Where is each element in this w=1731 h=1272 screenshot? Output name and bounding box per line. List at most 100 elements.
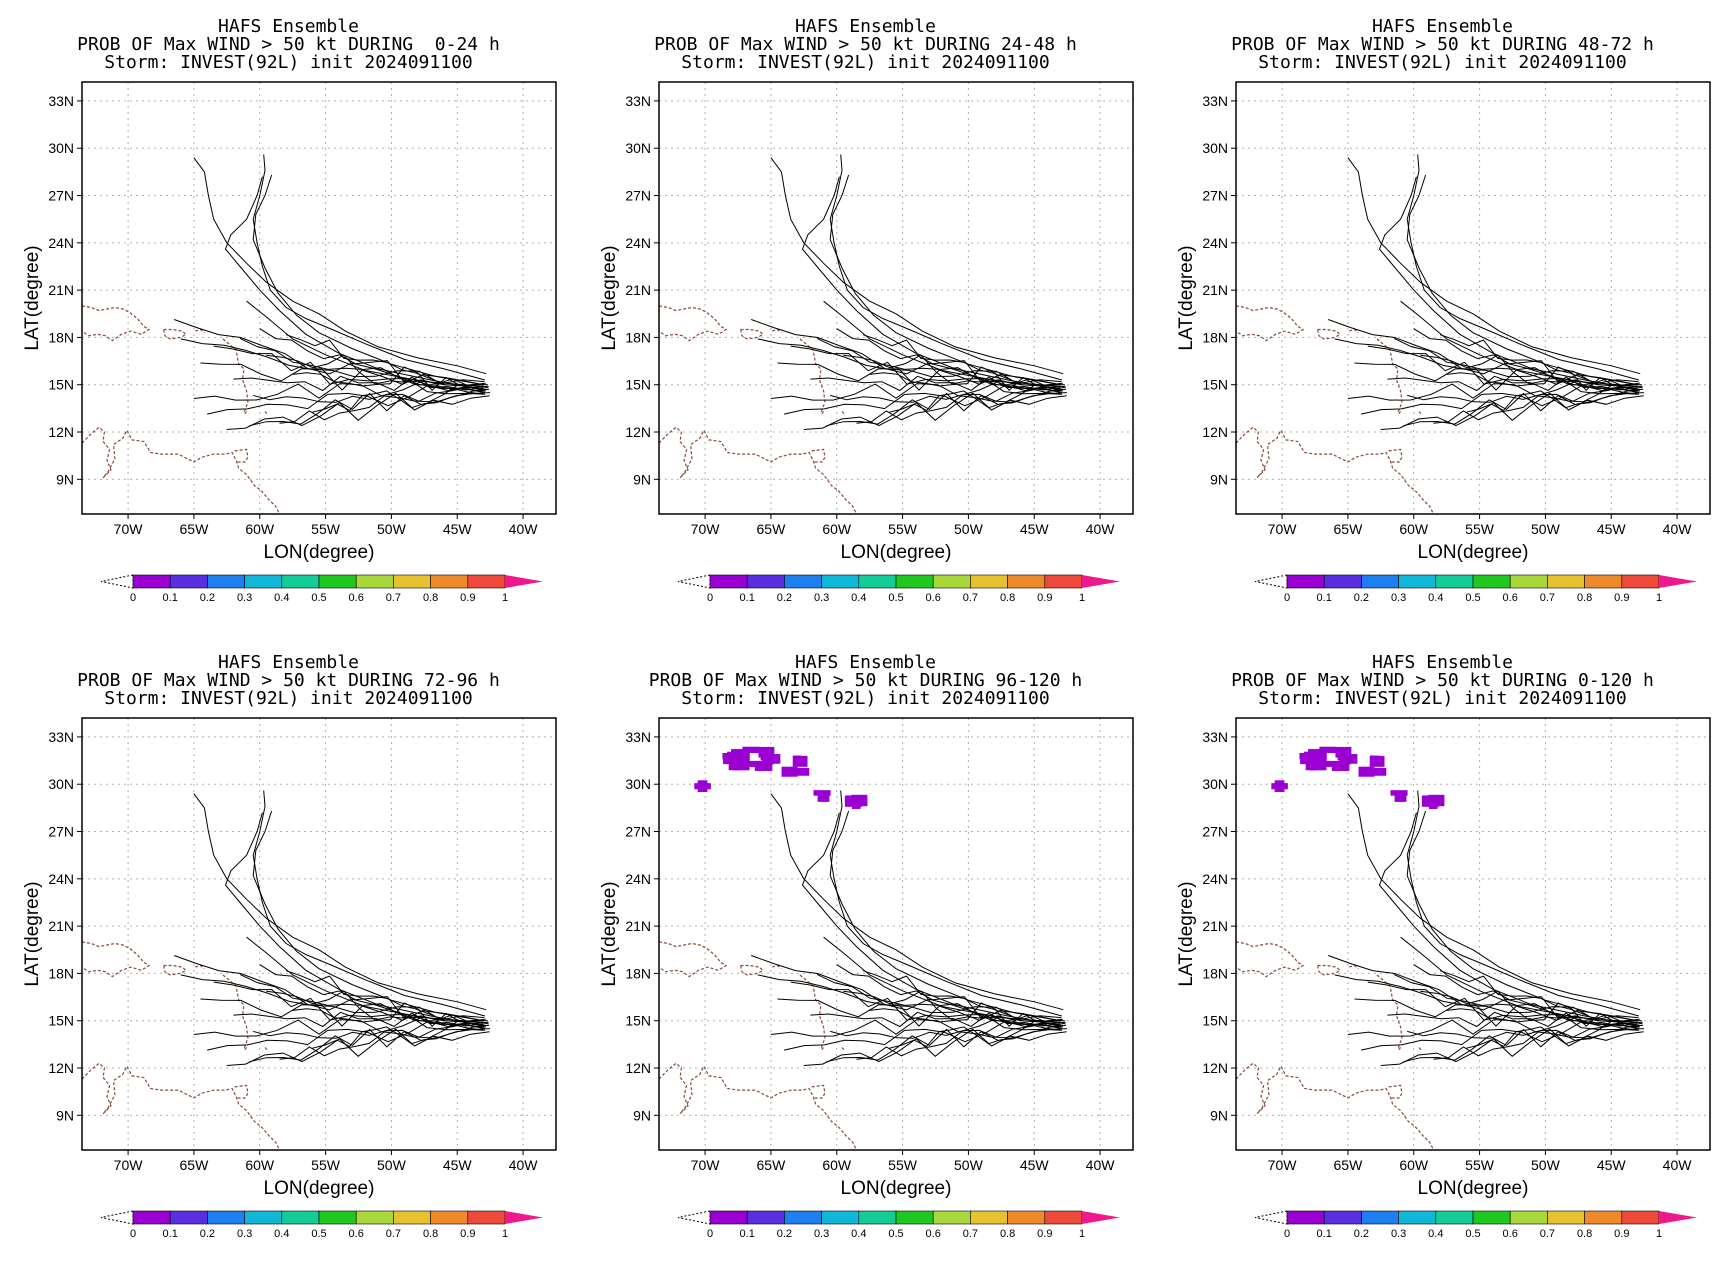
x-tick-label: 60W	[245, 521, 275, 537]
coastline	[811, 448, 826, 463]
colorbar-low-arrow	[677, 574, 711, 589]
prob-patch	[1324, 760, 1337, 767]
colorbar-segment	[132, 1210, 171, 1225]
ensemble-track	[770, 380, 1063, 401]
y-tick-label: 24N	[1202, 235, 1228, 251]
panel-0-24h: HAFS Ensemble PROB OF Max WIND > 50 kt D…	[0, 0, 577, 636]
panel-96-120h: HAFS Ensemble PROB OF Max WIND > 50 kt D…	[577, 636, 1154, 1272]
x-tick-label: 70W	[1268, 1157, 1298, 1173]
colorbar-label: 1	[502, 1228, 508, 1240]
ensemble-track	[770, 1016, 1063, 1037]
colorbar-segment	[970, 1210, 1008, 1225]
ensemble-track	[266, 354, 484, 387]
ensemble-track	[829, 810, 1061, 1022]
x-tick-label: 40W	[509, 521, 539, 537]
colorbar-segment	[821, 1210, 860, 1225]
ensemble-track	[1347, 157, 1641, 375]
prob-patch	[694, 783, 711, 790]
colorbar-label: 0.3	[1391, 592, 1406, 604]
colorbar-label: 0.2	[200, 592, 215, 604]
coastline	[659, 941, 728, 978]
colorbar-label: 1	[502, 592, 508, 604]
prob-patch	[754, 760, 773, 771]
x-tick-label: 65W	[1334, 1157, 1364, 1173]
ensemble-track	[1367, 981, 1640, 1031]
colorbar-segment	[1547, 574, 1585, 589]
map-plot: 70W 65W 60W 55W 50W 45W 40W 33N 30N 27N 24N 21N 18N 1…	[22, 81, 557, 604]
colorbar-segment	[895, 574, 934, 589]
colorbar-segment	[1621, 1210, 1660, 1225]
ensemble-track	[1378, 176, 1637, 390]
ensemble-track	[174, 319, 485, 394]
colorbar-segment	[932, 1210, 971, 1225]
ensemble-track	[1446, 1002, 1642, 1028]
x-axis-label: LON(degree)	[264, 1178, 375, 1199]
colorbar-segment	[784, 574, 822, 589]
coastline	[195, 964, 205, 970]
colorbar-label: 0.9	[1037, 1228, 1052, 1240]
colorbar-label: 0.9	[1614, 1228, 1629, 1240]
x-tick-label: 45W	[443, 1157, 473, 1173]
map-plot: 70W 65W 60W 55W 50W 45W 40W 33N 30N 27N 24N 21N 18N 1…	[599, 717, 1134, 1240]
colorbar-label: 0.1	[163, 1228, 178, 1240]
colorbar-label: 0.5	[1465, 592, 1480, 604]
ensemble-track	[1446, 366, 1642, 392]
y-tick-label: 27N	[1202, 824, 1228, 840]
coastline	[820, 411, 825, 416]
colorbar-label: 0.4	[851, 1228, 866, 1240]
coastline	[1349, 964, 1359, 970]
colorbar-label: 1	[1656, 592, 1662, 604]
colorbar-label: 0.8	[1577, 1228, 1592, 1240]
ensemble-track	[869, 1002, 1065, 1028]
colorbar-label: 0.1	[1317, 592, 1332, 604]
ensemble-track	[193, 157, 487, 375]
ensemble-track	[292, 1002, 488, 1028]
colorbar-label: 0.9	[1614, 592, 1629, 604]
ensemble-track	[770, 793, 1064, 1011]
panel-title: HAFS Ensemble	[1372, 16, 1513, 37]
map-layer	[1236, 746, 1645, 1150]
x-axis-label: LON(degree)	[264, 542, 375, 563]
x-tick-label: 40W	[1086, 521, 1116, 537]
colorbar-segment	[1007, 574, 1046, 589]
colorbar-segment	[932, 574, 971, 589]
map-plot: 70W 65W 60W 55W 50W 45W 40W 33N 30N 27N 24N 21N 18N 1…	[1176, 81, 1711, 604]
x-axis-label: LON(degree)	[841, 542, 952, 563]
coastline	[82, 941, 151, 978]
y-tick-label: 15N	[48, 1013, 74, 1029]
colorbar-label: 0.1	[1317, 1228, 1332, 1240]
colorbar-segment	[1509, 1210, 1548, 1225]
colorbar-low-arrow	[1254, 1210, 1288, 1225]
ensemble-track	[252, 810, 484, 1022]
colorbar-segment	[1509, 574, 1548, 589]
colorbar-label: 0.6	[926, 1228, 941, 1240]
colorbar-segment	[1286, 1210, 1325, 1225]
colorbar-segment	[467, 1210, 506, 1225]
colorbar-high-arrow	[1082, 575, 1120, 588]
ensemble-track	[830, 386, 1063, 403]
coastline	[82, 426, 281, 514]
ensemble-track	[1420, 990, 1638, 1023]
colorbar-segment	[821, 574, 860, 589]
plot-frame	[81, 717, 557, 1151]
x-tick-label: 60W	[245, 1157, 275, 1173]
colorbar-label: 0.9	[460, 592, 475, 604]
colorbar-low-arrow	[677, 1210, 711, 1225]
coastline	[820, 1047, 825, 1052]
colorbar-label: 0	[707, 592, 713, 604]
panel-title: HAFS Ensemble	[795, 16, 936, 37]
ensemble-track	[292, 366, 488, 392]
prob-patch	[1339, 757, 1351, 765]
ensemble-track	[1378, 812, 1637, 1026]
prob-patch	[742, 746, 760, 754]
colorbar-segment	[467, 574, 506, 589]
colorbar-segment	[207, 574, 245, 589]
ensemble-track	[751, 955, 1062, 1030]
prob-patch	[1331, 760, 1350, 771]
x-tick-label: 70W	[114, 1157, 144, 1173]
panel-title: HAFS Ensemble	[1372, 652, 1513, 673]
ensemble-track	[1413, 964, 1637, 1031]
y-tick-label: 21N	[625, 918, 651, 934]
colorbar-segment	[1323, 574, 1362, 589]
colorbar-label: 0.7	[386, 592, 401, 604]
